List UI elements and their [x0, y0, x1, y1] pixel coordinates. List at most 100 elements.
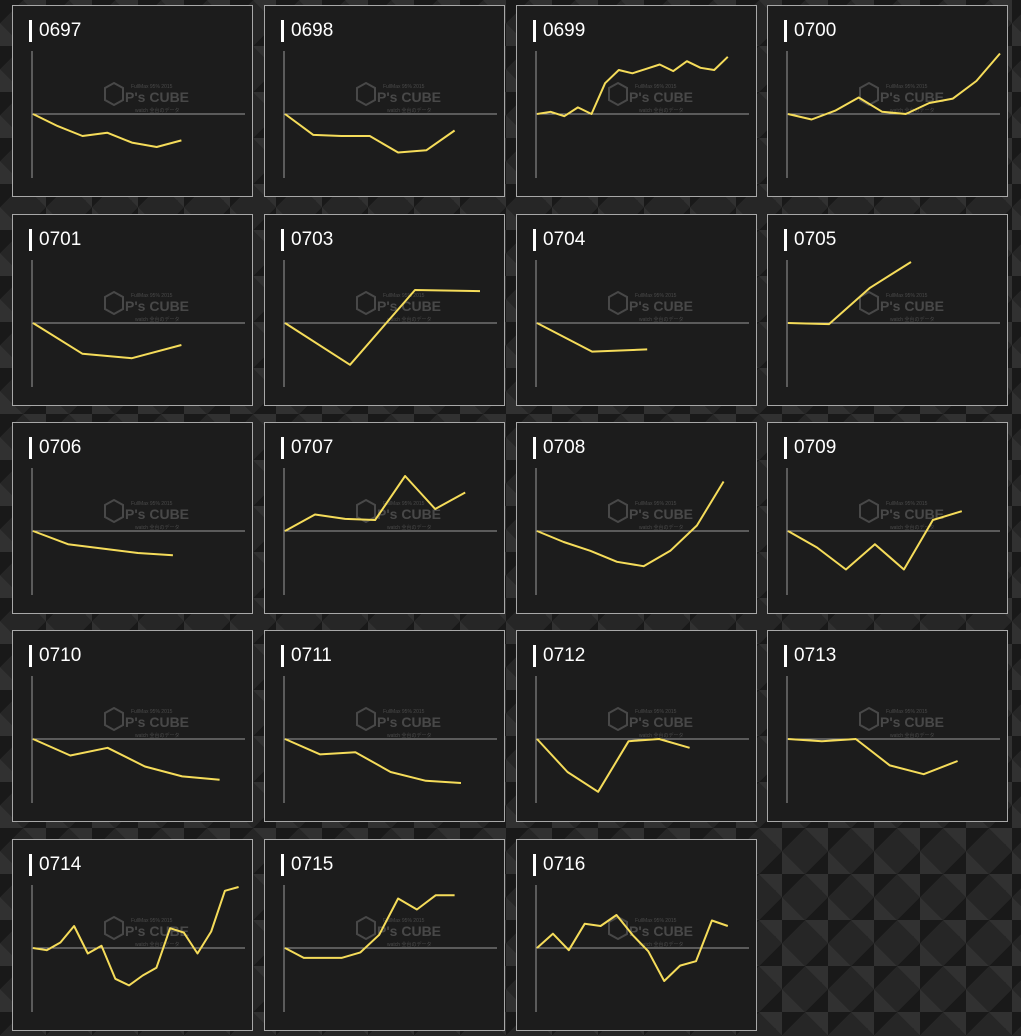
series-line: [32, 322, 182, 360]
cube-icon: [104, 81, 124, 107]
watermark-subline: watch 全台のデータ: [387, 524, 431, 531]
watermark-tagline: FullMax 95% 2015: [886, 709, 928, 715]
series-line: [536, 738, 690, 793]
watermark-brand: P's CUBE: [880, 506, 944, 522]
chart-panel-0714[interactable]: 0714 P's CUBE FullMax 95% 2015 watch 全台のデータ: [12, 839, 253, 1031]
watermark-subline: watch 全台のデータ: [387, 941, 431, 948]
watermark-subline: watch 全台のデータ: [639, 941, 683, 948]
chart-panel-0707[interactable]: 0707 P's CUBE FullMax 95% 2015 watch 全台のデータ: [264, 422, 505, 614]
cube-icon: [608, 915, 628, 941]
chart-title: 0709: [784, 437, 836, 459]
watermark-brand: P's CUBE: [377, 506, 441, 522]
cube-icon: [859, 290, 879, 316]
chart-panel-0716[interactable]: 0716 P's CUBE FullMax 95% 2015 watch 全台のデータ: [516, 839, 757, 1031]
chart-title: 0703: [281, 229, 333, 251]
chart-panel-0713[interactable]: 0713 P's CUBE FullMax 95% 2015 watch 全台のデータ: [767, 630, 1008, 822]
watermark-tagline: FullMax 95% 2015: [635, 84, 677, 90]
chart-panel-0706[interactable]: 0706 P's CUBE FullMax 95% 2015 watch 全台のデータ: [12, 422, 253, 614]
chart-panel-0709[interactable]: 0709 P's CUBE FullMax 95% 2015 watch 全台のデータ: [767, 422, 1008, 614]
chart-title: 0701: [29, 229, 81, 251]
series-line: [284, 113, 456, 154]
chart-title: 0716: [533, 854, 585, 876]
watermark-subline: watch 全台のデータ: [135, 107, 179, 114]
watermark-brand: P's CUBE: [629, 923, 693, 939]
watermark-brand: P's CUBE: [377, 298, 441, 314]
watermark-tagline: FullMax 95% 2015: [131, 293, 173, 299]
watermark-tagline: FullMax 95% 2015: [886, 84, 928, 90]
chart-panel-0715[interactable]: 0715 P's CUBE FullMax 95% 2015 watch 全台のデータ: [264, 839, 505, 1031]
chart-title: 0704: [533, 229, 585, 251]
cube-icon: [859, 706, 879, 732]
chart-panel-0697[interactable]: 0697 P's CUBE FullMax 95% 2015 watch 全台のデータ: [12, 5, 253, 197]
watermark-tagline: FullMax 95% 2015: [383, 501, 425, 507]
chart-title: 0700: [784, 20, 836, 42]
cube-icon: [356, 915, 376, 941]
watermark-brand: P's CUBE: [629, 506, 693, 522]
chart-panel-0708[interactable]: 0708 P's CUBE FullMax 95% 2015 watch 全台のデータ: [516, 422, 757, 614]
chart-panel-0699[interactable]: 0699 P's CUBE FullMax 95% 2015 watch 全台のデータ: [516, 5, 757, 197]
watermark-brand: P's CUBE: [125, 714, 189, 730]
cube-icon: [608, 81, 628, 107]
watermark-subline: watch 全台のデータ: [135, 732, 179, 739]
watermark-tagline: FullMax 95% 2015: [635, 918, 677, 924]
series-line: [787, 261, 912, 326]
series-line: [32, 886, 239, 987]
watermark-brand: P's CUBE: [377, 89, 441, 105]
watermark-subline: watch 全台のデータ: [639, 732, 683, 739]
chart-panel-0710[interactable]: 0710 P's CUBE FullMax 95% 2015 watch 全台のデータ: [12, 630, 253, 822]
chart-panel-0712[interactable]: 0712 P's CUBE FullMax 95% 2015 watch 全台のデータ: [516, 630, 757, 822]
series-line: [284, 894, 455, 959]
chart-panel-0705[interactable]: 0705 P's CUBE FullMax 95% 2015 watch 全台のデータ: [767, 214, 1008, 406]
watermark-brand: P's CUBE: [629, 298, 693, 314]
chart-panel-0704[interactable]: 0704 P's CUBE FullMax 95% 2015 watch 全台のデータ: [516, 214, 757, 406]
series-line: [536, 322, 648, 353]
cube-icon: [104, 498, 124, 524]
chart-panel-0698[interactable]: 0698 P's CUBE FullMax 95% 2015 watch 全台のデータ: [264, 5, 505, 197]
chart-title: 0707: [281, 437, 333, 459]
watermark-subline: watch 全台のデータ: [639, 107, 683, 114]
cube-icon: [608, 498, 628, 524]
series-line: [536, 56, 729, 118]
series-line: [284, 475, 466, 532]
chart-title: 0710: [29, 645, 81, 667]
series-line: [536, 914, 729, 982]
watermark-brand: P's CUBE: [377, 714, 441, 730]
watermark-tagline: FullMax 95% 2015: [635, 709, 677, 715]
chart-panel-0700[interactable]: 0700 P's CUBE FullMax 95% 2015 watch 全台のデータ: [767, 5, 1008, 197]
chart-panel-0711[interactable]: 0711 P's CUBE FullMax 95% 2015 watch 全台のデータ: [264, 630, 505, 822]
series-line: [284, 289, 481, 366]
chart-panel-0701[interactable]: 0701 P's CUBE FullMax 95% 2015 watch 全台のデータ: [12, 214, 253, 406]
watermark-tagline: FullMax 95% 2015: [635, 501, 677, 507]
watermark-subline: watch 全台のデータ: [135, 316, 179, 323]
chart-title: 0712: [533, 645, 585, 667]
chart-panel-0703[interactable]: 0703 P's CUBE FullMax 95% 2015 watch 全台のデータ: [264, 214, 505, 406]
cube-icon: [859, 81, 879, 107]
series-line: [787, 52, 1001, 121]
series-line: [787, 510, 963, 571]
watermark-subline: watch 全台のデータ: [135, 941, 179, 948]
watermark-tagline: FullMax 95% 2015: [635, 293, 677, 299]
